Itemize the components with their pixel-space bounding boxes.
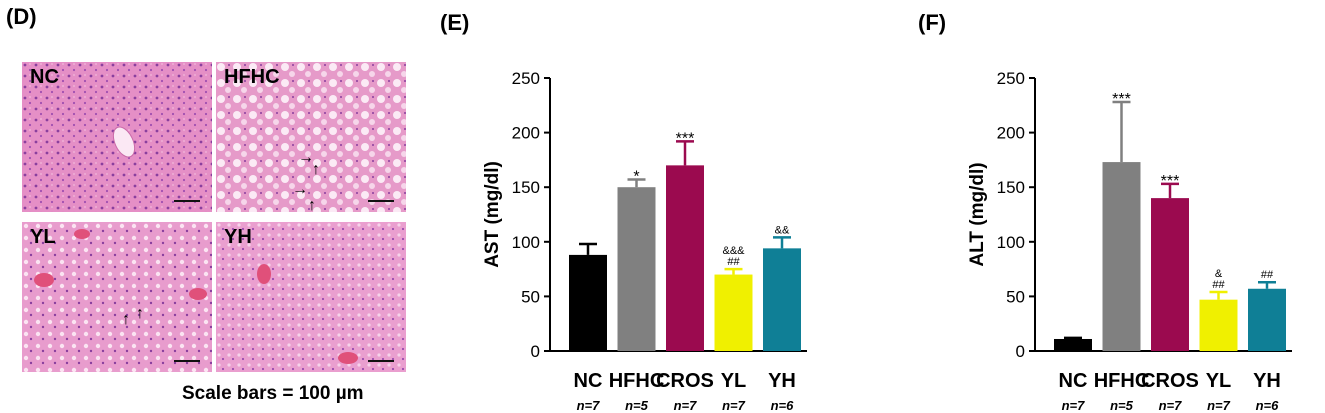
significance-marker: * — [633, 169, 639, 186]
n-label: n=7 — [1207, 398, 1231, 413]
scale-bar — [174, 200, 200, 202]
tissue-texture-hfhc: → ↑ → ↑ — [216, 62, 406, 212]
significance-marker: & — [1215, 268, 1223, 280]
scale-bar — [174, 360, 200, 362]
bar-yl — [714, 274, 753, 351]
micrograph-nc: NC — [22, 62, 212, 212]
n-label: n=6 — [771, 398, 795, 413]
x-tick-label: HFHC — [1094, 370, 1150, 392]
y-tick-label: 250 — [512, 69, 540, 88]
n-label: n=5 — [1110, 398, 1134, 413]
micrograph-hfhc: → ↑ → ↑ HFHC — [216, 62, 406, 212]
y-tick-label: 50 — [521, 287, 540, 306]
micrograph-label-nc: NC — [30, 66, 59, 88]
x-tick-label: NC — [1059, 370, 1088, 392]
tissue-texture-nc — [22, 62, 212, 212]
n-label: n=7 — [722, 398, 746, 413]
significance-marker: *** — [1161, 173, 1180, 190]
significance-marker: *** — [676, 130, 695, 147]
n-label: n=5 — [625, 398, 649, 413]
y-tick-label: 150 — [997, 178, 1025, 197]
x-tick-label: YH — [1253, 370, 1281, 392]
micrograph-yl: ↑ ↑ YL — [22, 222, 212, 372]
micrograph-yh: YH — [216, 222, 406, 372]
bar-nc — [569, 254, 607, 351]
bar-yh — [763, 248, 801, 351]
y-tick-label: 250 — [997, 69, 1025, 88]
n-label: n=7 — [674, 398, 698, 413]
x-tick-label: NC — [574, 370, 603, 392]
x-tick-label: HFHC — [609, 370, 665, 392]
arrow-icon: ↑ — [122, 311, 130, 328]
significance-marker: ## — [727, 256, 740, 268]
bar-yh — [1248, 288, 1286, 351]
y-tick-label: 200 — [512, 124, 540, 143]
n-label: n=7 — [577, 398, 601, 413]
bar-nc — [1054, 338, 1092, 351]
bar-cros — [1151, 198, 1189, 351]
micrograph-label-yl: YL — [30, 226, 56, 248]
x-tick-label: CROS — [1141, 370, 1199, 392]
scale-bar — [368, 200, 394, 202]
n-label: n=6 — [1256, 398, 1280, 413]
chart-ast: 0 50 100 150 200 250 AST (mg/dl) NC n=7 * HFHC n=5 *… — [482, 69, 807, 413]
panel-label-f: (F) — [918, 10, 947, 35]
bar-cros — [666, 165, 704, 351]
panel-label-d: (D) — [6, 4, 37, 29]
y-tick-label: 150 — [512, 178, 540, 197]
arrow-icon: → — [298, 149, 314, 166]
bar-hfhc — [1102, 162, 1141, 351]
significance-marker: ## — [1261, 269, 1274, 281]
bar-hfhc — [617, 187, 656, 351]
bar-yl — [1199, 299, 1238, 351]
significance-marker: &&& — [722, 245, 745, 257]
y-tick-label: 100 — [997, 233, 1025, 252]
arrow-icon: ↑ — [308, 197, 316, 212]
panel-label-e: (E) — [440, 10, 470, 35]
y-axis-label: AST (mg/dl) — [482, 161, 503, 268]
y-axis-label: ALT (mg/dl) — [967, 162, 988, 266]
n-label: n=7 — [1062, 398, 1086, 413]
y-tick-label: 0 — [1016, 342, 1025, 361]
arrow-icon: ↑ — [312, 161, 320, 178]
arrow-icon: ↑ — [136, 305, 144, 322]
tissue-texture-yl: ↑ ↑ — [22, 222, 212, 372]
micrograph-label-hfhc: HFHC — [224, 66, 280, 88]
y-tick-label: 200 — [997, 124, 1025, 143]
x-tick-label: YH — [768, 370, 796, 392]
scale-bar — [368, 360, 394, 362]
y-tick-label: 50 — [1006, 287, 1025, 306]
y-tick-label: 100 — [512, 233, 540, 252]
significance-marker: *** — [1112, 91, 1131, 108]
tissue-texture-yh — [216, 222, 406, 372]
chart-alt: 0 50 100 150 200 250 ALT (mg/dl) NC n=7 *** HFHC n=… — [967, 69, 1292, 413]
scale-caption: Scale bars = 100 µm — [182, 383, 364, 404]
significance-marker: ## — [1212, 279, 1225, 291]
x-tick-label: YL — [1206, 370, 1232, 392]
significance-marker: && — [775, 224, 790, 236]
x-tick-label: YL — [721, 370, 747, 392]
n-label: n=7 — [1159, 398, 1183, 413]
micrograph-label-yh: YH — [224, 226, 252, 248]
arrow-icon: → — [292, 181, 308, 198]
x-tick-label: CROS — [656, 370, 714, 392]
y-tick-label: 0 — [531, 342, 540, 361]
